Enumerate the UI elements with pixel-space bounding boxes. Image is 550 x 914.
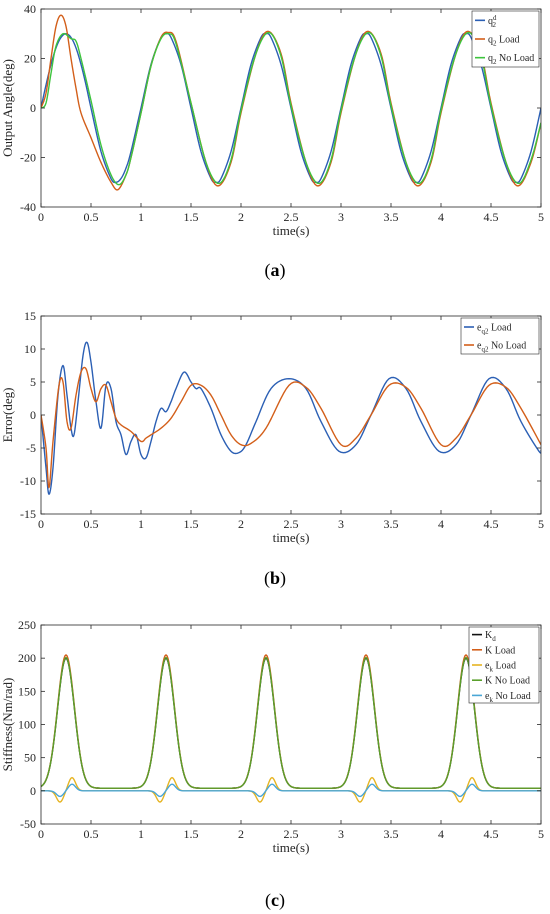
x-tick-label: 3 [338,517,344,531]
y-axis-label: Stiffness(Nm/rad) [0,678,15,772]
y-tick-label: -50 [20,817,36,831]
y-tick-label: -40 [20,200,36,214]
y-tick-label: 0 [30,784,36,798]
panel-caption: (b) [264,568,286,589]
y-tick-label: 0 [30,408,36,422]
y-tick-label: 20 [24,52,36,66]
x-tick-label: 0.5 [84,827,99,841]
y-tick-label: -15 [20,507,36,521]
series-group [41,341,541,495]
x-tick-label: 4 [438,517,444,531]
series-line-3 [41,656,541,789]
legend-box [460,317,540,355]
x-tick-label: 0.5 [84,517,99,531]
legend-label: Kd [485,630,496,643]
chart-panel-a: 0 0.5 1 1.5 2 2.5 3 3.5 4 4.5 5 40 20 0 -20 -40 time(s) O… [0,2,544,281]
x-tick-label: 0.5 [84,210,99,224]
x-tick-label: 4 [438,827,444,841]
series-group [41,654,541,803]
x-tick-label: 1.5 [184,827,199,841]
x-tick-label: 3 [338,827,344,841]
y-tick-label: 15 [24,309,36,323]
legend-label: ek Load [485,661,516,674]
x-tick-label: 4.5 [484,210,499,224]
x-tick-label: 1 [138,827,144,841]
y-tick-label: 250 [18,618,36,632]
x-tick-label: 0 [38,517,44,531]
x-tick-label: 1 [138,210,144,224]
y-tick-label: -20 [20,151,36,165]
x-tick-label: 2 [238,827,244,841]
series-group [41,14,541,191]
y-axis-label: Output Angle(deg) [0,59,15,157]
x-tick-label: 5 [538,827,544,841]
x-tick-label: 5 [538,517,544,531]
legend-label: eq2 No Load [477,341,526,354]
x-tick-label: 2.5 [284,827,299,841]
series-line-4 [41,783,541,798]
y-tick-label: 150 [18,684,36,698]
chart-panel-c: 0 0.5 1 1.5 2 2.5 3 3.5 4 4.5 5250200150100500-50t… [0,618,544,911]
x-tick-label: 4.5 [484,827,499,841]
x-tick-label: 3 [338,210,344,224]
chart-panel-b: 0 0.5 1 1.5 2 2.5 3 3.5 4 4.5 5 15 10 5 0 -5 -10 -15 time(… [0,309,544,589]
x-tick-label: 1 [138,517,144,531]
legend-label: K Load [485,645,515,656]
x-tick-label: 2.5 [284,517,299,531]
legend-label: q2 Load [488,35,520,48]
panel-caption: (a) [265,260,286,281]
x-tick-label: 2 [238,517,244,531]
x-tick-label: 1.5 [184,517,199,531]
x-tick-label: 3.5 [384,210,399,224]
y-tick-label: -10 [20,474,36,488]
series-line-1 [41,366,541,489]
y-tick-label: 100 [18,718,36,732]
x-tick-label: 5 [538,210,544,224]
y-axis-label: Error(deg) [0,388,15,443]
x-tick-label: 4.5 [484,517,499,531]
y-tick-label: 0 [30,101,36,115]
x-tick-label: 0 [38,827,44,841]
x-tick-label: 0 [38,210,44,224]
y-tick-label: 40 [24,2,36,16]
x-axis-label: time(s) [273,840,310,855]
x-tick-label: 3.5 [384,517,399,531]
y-tick-label: 5 [30,375,36,389]
x-axis-label: time(s) [273,223,310,238]
y-tick-label: 50 [24,751,36,765]
legend-label: K No Load [485,676,530,687]
panel-caption: (c) [265,890,285,911]
y-tick-label: -5 [26,441,36,455]
legend-label: ek No Load [485,691,531,704]
series-line-0 [41,32,541,184]
x-tick-label: 2 [238,210,244,224]
series-line-2 [41,31,541,186]
x-tick-label: 4 [438,210,444,224]
legend-label: eq2 Load [477,323,512,336]
legend-label: qd 2 [488,14,497,29]
x-tick-label: 1.5 [184,210,199,224]
x-tick-label: 3.5 [384,827,399,841]
legend-label: q2 No Load [488,53,534,66]
x-axis-label: time(s) [273,530,310,545]
x-tick-label: 2.5 [284,210,299,224]
y-tick-label: 200 [18,651,36,665]
y-tick-label: 10 [24,342,36,356]
series-line-0 [41,341,541,495]
plot-area [41,316,541,514]
